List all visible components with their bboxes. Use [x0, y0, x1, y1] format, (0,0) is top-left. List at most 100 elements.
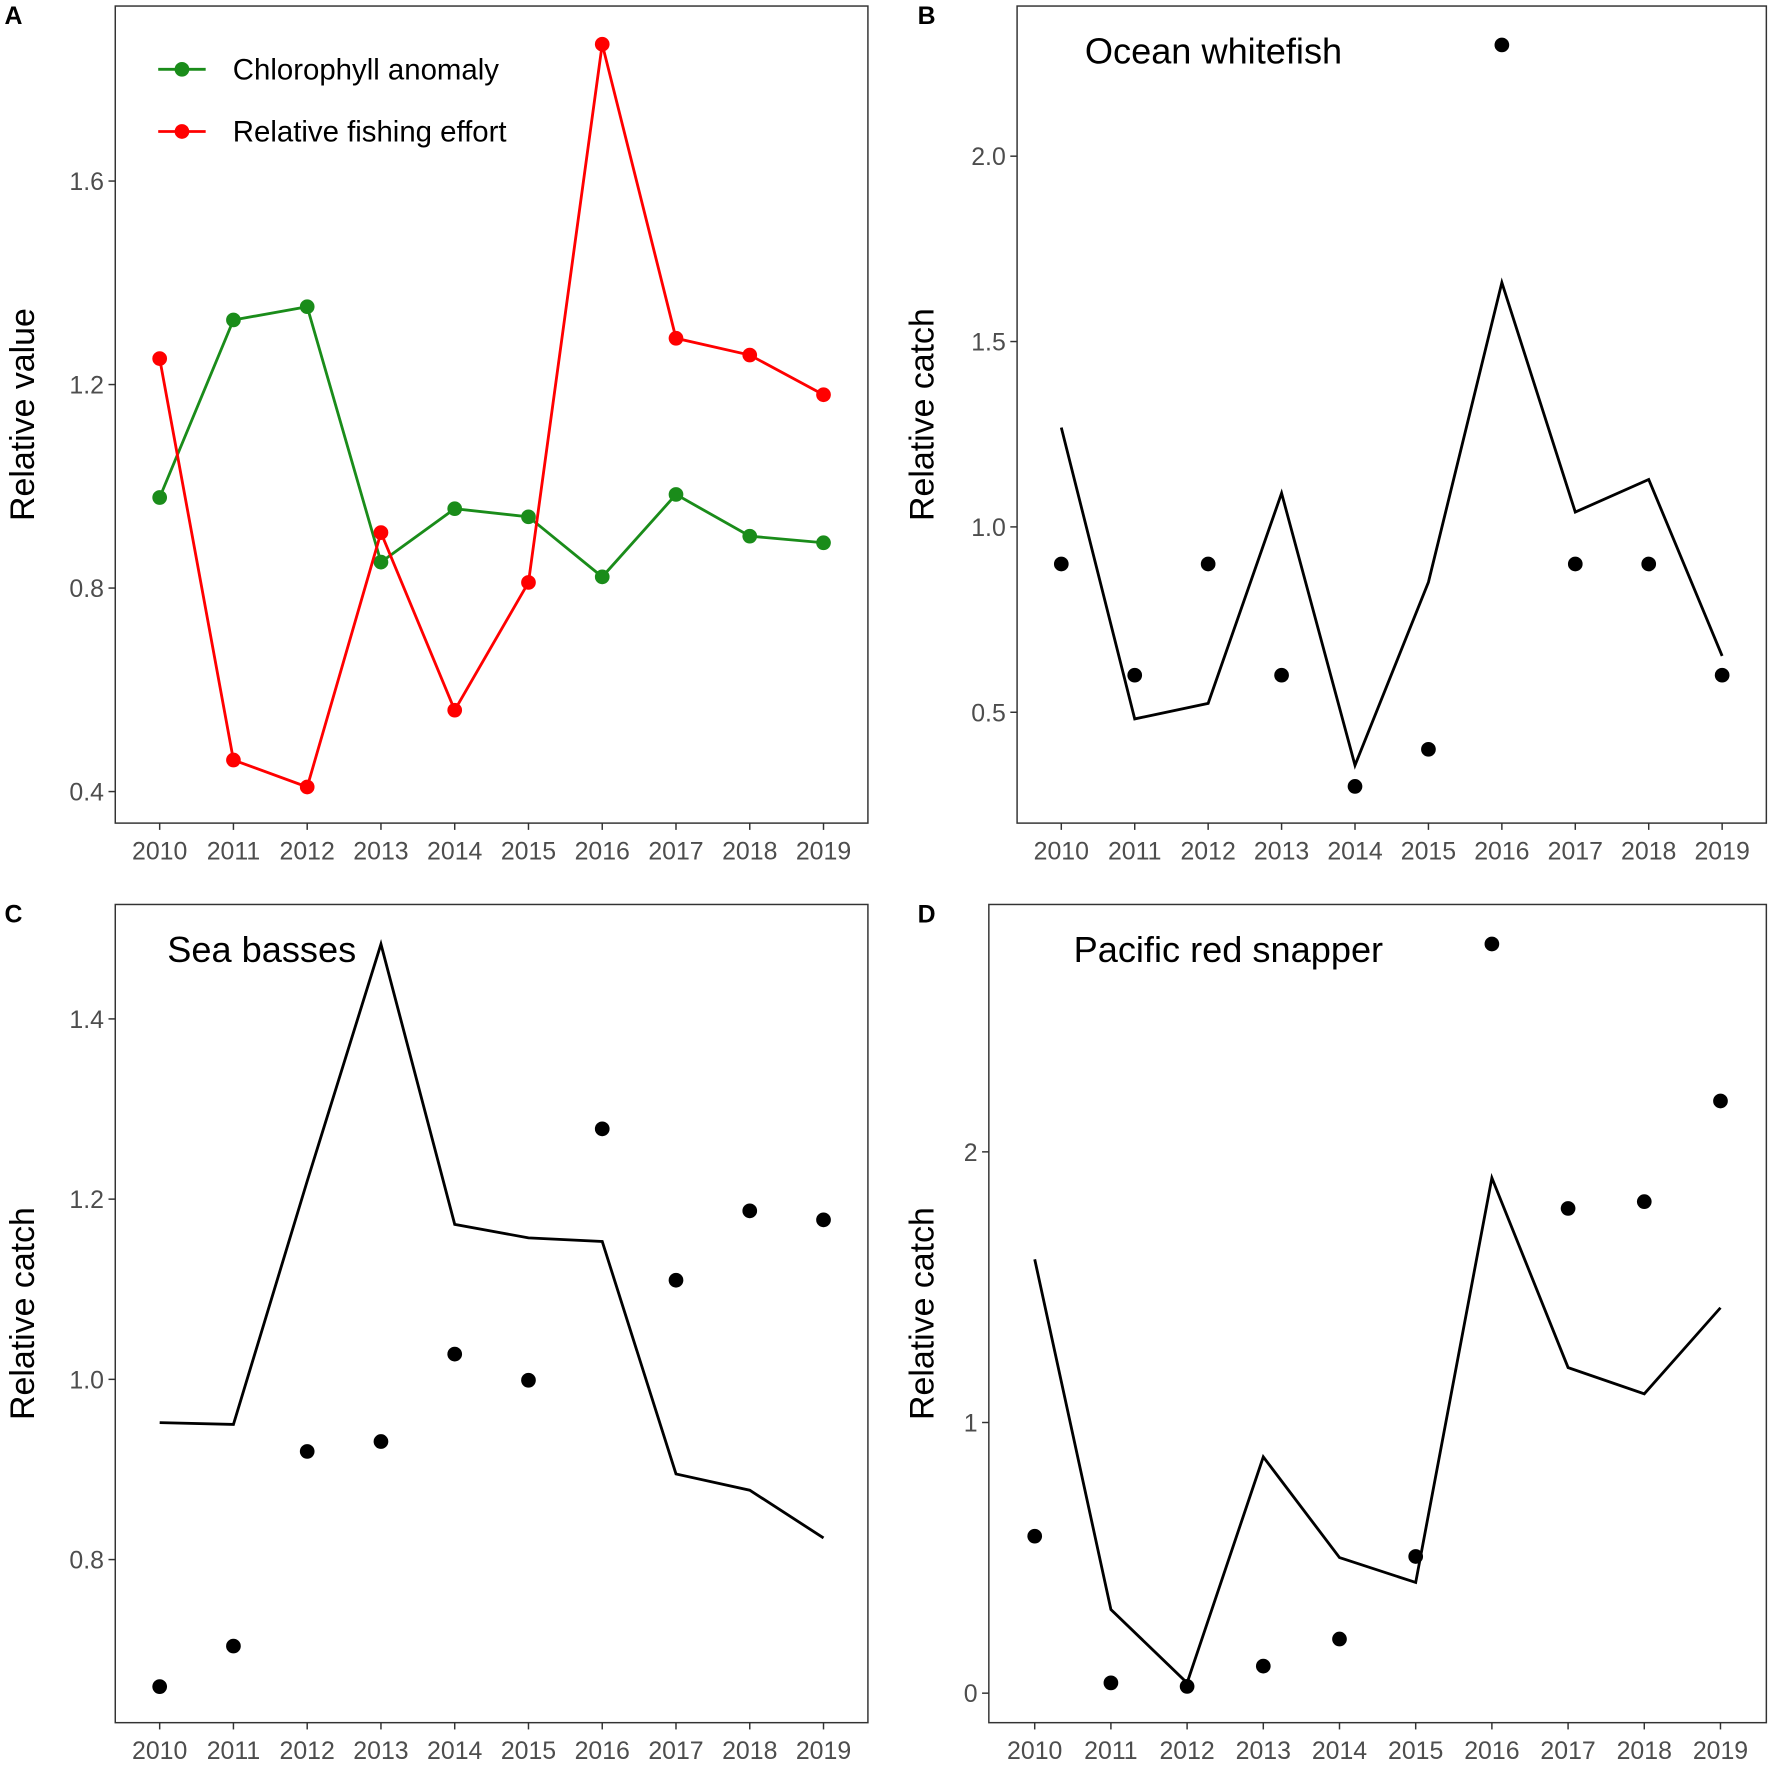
observed-point: [1560, 1201, 1576, 1216]
y-tick-label: 0.8: [69, 575, 104, 603]
series-point: [521, 575, 536, 590]
observed-point: [1255, 1658, 1271, 1674]
panel-label: C: [5, 901, 23, 929]
y-tick-label: 0.8: [69, 1547, 104, 1575]
x-tick-label: 2013: [1254, 837, 1309, 865]
y-tick-label: 2: [964, 1139, 978, 1167]
y-axis-label: Relative catch: [903, 1207, 941, 1420]
x-tick-label: 2018: [722, 837, 777, 865]
series-point: [816, 535, 831, 551]
series-point: [742, 528, 758, 544]
observed-point: [299, 1444, 315, 1459]
x-tick-label: 2018: [1621, 837, 1676, 865]
panel-label: D: [918, 901, 936, 929]
x-tick-label: 2010: [1007, 1737, 1062, 1765]
series-point: [373, 525, 389, 540]
observed-point: [447, 1346, 463, 1362]
y-tick-label: 0.4: [69, 779, 104, 807]
panel-d: D 0 1 2 2010 2011 2012 2013 2014 2015 2016 2017 2018…: [903, 901, 1768, 1765]
legend-marker: [174, 61, 190, 77]
x-tick-label: 2014: [1327, 837, 1382, 865]
x-tick-label: 2013: [353, 1737, 408, 1765]
observed-point: [594, 1121, 610, 1137]
x-tick-label: 2015: [1388, 1737, 1443, 1765]
x-tick-label: 2015: [501, 1737, 556, 1765]
observed-point: [1713, 1093, 1728, 1109]
plot-border: [988, 903, 1768, 1724]
x-tick-label: 2014: [427, 837, 482, 865]
y-tick-label: 1.4: [69, 1006, 104, 1034]
x-tick-label: 2017: [1548, 837, 1603, 865]
y-axis-label: Relative catch: [4, 1207, 42, 1420]
y-tick-label: 1.5: [971, 329, 1006, 357]
panel-a: A 0.4 0.8 1.2 1.6 2010 2011 2012 2013 2014 2015 201…: [4, 2, 869, 865]
observed-point: [1053, 556, 1069, 572]
series-point: [152, 351, 168, 366]
x-tick-label: 2017: [648, 837, 703, 865]
x-tick-label: 2018: [1617, 1737, 1672, 1765]
series-point: [226, 752, 241, 768]
x-tick-label: 2012: [280, 837, 335, 865]
series-point: [447, 702, 463, 718]
observed-point: [1421, 741, 1436, 757]
series-line-1: [158, 43, 825, 789]
observed-point: [1494, 37, 1510, 53]
x-tick-label: 2011: [1108, 837, 1161, 865]
legend-label: Chlorophyll anomaly: [233, 53, 499, 86]
x-tick-label: 2018: [722, 1737, 777, 1765]
x-tick-label: 2016: [575, 837, 630, 865]
legend-label: Relative fishing effort: [233, 116, 507, 149]
series-point: [152, 490, 168, 505]
observed-point: [1027, 1528, 1043, 1544]
series-point: [226, 312, 241, 328]
x-tick-label: 2010: [132, 837, 187, 865]
model-line: [1033, 1172, 1722, 1686]
y-tick-label: 0.5: [971, 699, 1006, 727]
model-line: [1059, 277, 1724, 770]
observed-point: [1714, 667, 1730, 683]
x-tick-label: 2013: [1236, 1737, 1291, 1765]
x-tick-label: 2010: [1034, 837, 1089, 865]
y-tick-label: 1.0: [971, 514, 1006, 542]
series-point: [816, 387, 831, 403]
x-tick-label: 2014: [427, 1737, 482, 1765]
series-point: [521, 509, 536, 525]
panel-title: Pacific red snapper: [1074, 929, 1384, 970]
series-line-0: [158, 305, 824, 579]
panel-b: B 0.5 1.0 1.5 2.0 2010 2011 2012 2013 2014 2015 201…: [903, 2, 1768, 865]
y-tick-label: 0: [964, 1680, 978, 1708]
y-axis-label: Relative value: [4, 308, 42, 521]
observed-point: [668, 1272, 684, 1288]
y-tick-label: 1: [964, 1410, 978, 1438]
panel-title: Sea basses: [167, 929, 356, 970]
panel-c: C 0.8 1.0 1.2 1.4 2010 2011 2012 2013 2014 2015 201…: [4, 901, 869, 1765]
x-tick-label: 2016: [1474, 837, 1529, 865]
y-tick-label: 1.2: [69, 372, 104, 400]
x-tick-label: 2019: [796, 837, 851, 865]
plot-border: [114, 903, 869, 1724]
observed-point: [1200, 556, 1216, 572]
x-tick-label: 2017: [648, 1737, 703, 1765]
x-tick-label: 2016: [575, 1737, 630, 1765]
x-tick-label: 2011: [207, 837, 260, 865]
observed-point: [1408, 1549, 1424, 1564]
observed-point: [1332, 1631, 1347, 1647]
observed-point: [521, 1372, 536, 1388]
x-tick-label: 2016: [1464, 1737, 1519, 1765]
x-tick-label: 2010: [132, 1737, 187, 1765]
observed-point: [816, 1212, 831, 1228]
observed-point: [1347, 779, 1363, 794]
legend-marker: [174, 124, 190, 139]
y-tick-label: 1.6: [69, 168, 104, 196]
observed-point: [1274, 667, 1289, 683]
observed-point: [1179, 1679, 1195, 1694]
observed-point: [1127, 667, 1143, 683]
observed-point: [226, 1638, 241, 1654]
model-line: [159, 939, 825, 1540]
series-point: [373, 554, 389, 570]
x-tick-label: 2017: [1540, 1737, 1595, 1765]
panel-label: A: [5, 2, 23, 30]
observed-point: [373, 1434, 389, 1449]
x-tick-label: 2011: [207, 1737, 260, 1765]
